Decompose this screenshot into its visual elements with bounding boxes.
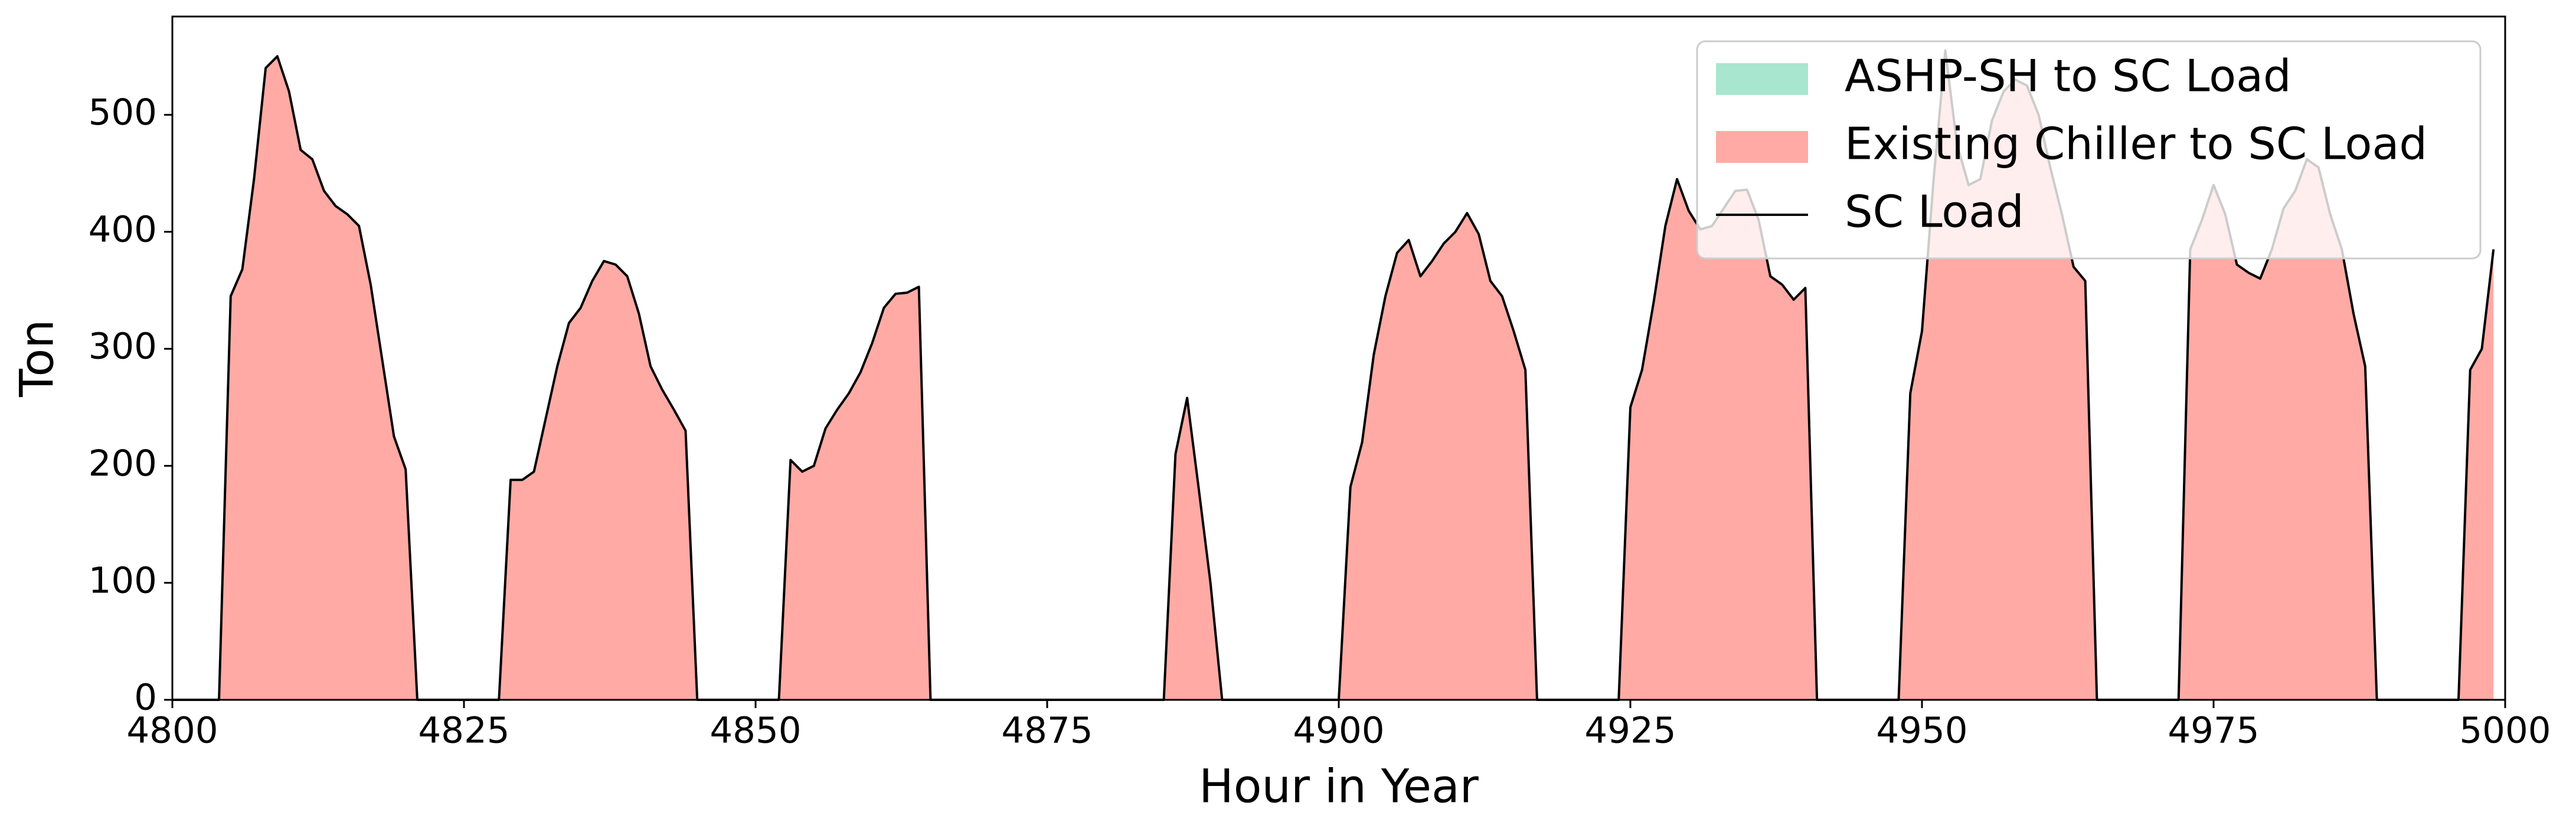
area (172, 50, 2494, 700)
y-tick-label: 300 (89, 326, 157, 368)
x-tick-label: 4850 (710, 710, 801, 752)
legend-label: ASHP-SH to SC Load (1845, 50, 2291, 102)
x-tick-label: 5000 (2459, 710, 2551, 752)
legend-swatch (1716, 63, 1808, 95)
x-tick-label: 4800 (126, 710, 218, 752)
y-tick-label: 0 (134, 677, 157, 719)
y-axis-label: Ton (11, 319, 64, 398)
legend-label: Existing Chiller to SC Load (1845, 118, 2427, 170)
x-tick-label: 4875 (1001, 710, 1093, 752)
x-tick-label: 4825 (418, 710, 509, 752)
legend-label: SC Load (1845, 186, 2024, 238)
x-axis-label: Hour in Year (1199, 760, 1479, 813)
legend-box (1696, 40, 2482, 260)
y-tick-label: 200 (89, 443, 157, 484)
x-tick-label: 4950 (1876, 710, 1967, 752)
y-tick-label: 400 (89, 208, 157, 250)
x-tick-label: 4975 (2168, 710, 2259, 752)
y-tick-label: 500 (89, 91, 157, 133)
x-tick-label: 4900 (1293, 710, 1384, 752)
legend: ASHP-SH to SC Load Existing Chiller to SC… (1696, 40, 2482, 260)
legend-swatch (1716, 131, 1808, 163)
x-tick-label: 4925 (1584, 710, 1676, 752)
y-tick-label: 100 (89, 559, 157, 601)
